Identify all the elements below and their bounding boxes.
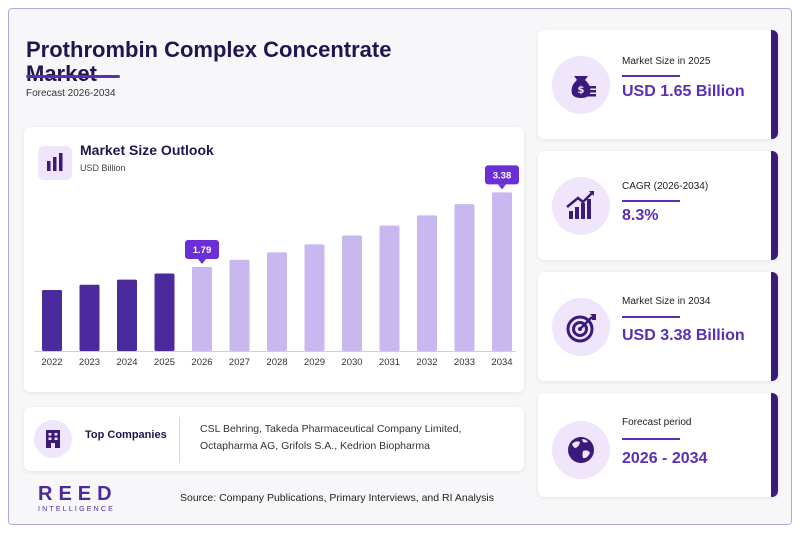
chart-card: Market Size Outlook USD Billion 2022 2023… — [24, 127, 524, 392]
x-tick-2022: 2022 — [41, 357, 62, 368]
page-subtitle: Forecast 2026-2034 — [26, 88, 116, 99]
bar-2029 — [304, 244, 325, 351]
chart-unit: USD Billion — [80, 163, 126, 173]
brand-logo: REED INTELLIGENCE — [38, 484, 118, 513]
chart-title: Market Size Outlook — [80, 142, 214, 158]
bar-2024 — [117, 279, 137, 351]
x-tick-2033: 2033 — [454, 357, 475, 368]
kpi-label: CAGR (2026-2034) — [622, 181, 709, 192]
bar-2026 — [192, 266, 212, 351]
bar-2034 — [492, 192, 512, 351]
bar-2028 — [267, 252, 287, 351]
callout-box — [485, 165, 519, 185]
kpi-card-cagr: CAGR (2026-2034) 8.3% — [538, 151, 778, 260]
callout-2034: 3.38 — [485, 165, 519, 190]
building-icon — [34, 420, 72, 458]
data-label-2034: 3.38 — [493, 170, 512, 181]
x-tick-2029: 2029 — [304, 357, 325, 368]
page-title: Prothrombin Complex Concentrate Market — [26, 38, 466, 86]
kpi-value: USD 3.38 Billion — [622, 327, 745, 344]
x-tick-2030: 2030 — [341, 357, 362, 368]
x-tick-2032: 2032 — [416, 357, 437, 368]
companies-card: Top Companies CSL Behring, Takeda Pharma… — [24, 407, 524, 471]
x-tick-2025: 2025 — [154, 357, 175, 368]
kpi-rule — [622, 316, 680, 318]
kpi-accent-bar — [771, 151, 778, 260]
kpi-card-forecast-period: Forecast period 2026 - 2034 — [538, 393, 778, 497]
x-tick-2028: 2028 — [266, 357, 287, 368]
logo-word: REED — [38, 483, 118, 505]
bar-2025 — [154, 273, 175, 351]
x-tick-2031: 2031 — [379, 357, 400, 368]
bar-chart-icon — [38, 146, 72, 180]
x-tick-2024: 2024 — [116, 357, 137, 368]
kpi-label: Market Size in 2034 — [622, 296, 711, 307]
kpi-accent-bar — [771, 30, 778, 139]
callout-box — [185, 239, 219, 259]
bar-2030 — [342, 235, 362, 351]
svg-text:$: $ — [578, 85, 585, 96]
x-tick-2027: 2027 — [229, 357, 250, 368]
source-note: Source: Company Publications, Primary In… — [180, 492, 494, 504]
bar-2027 — [229, 259, 250, 351]
x-tick-2034: 2034 — [491, 357, 512, 368]
bar-2023 — [79, 284, 100, 351]
callout-pointer — [198, 258, 206, 264]
kpi-value: 8.3% — [622, 207, 659, 224]
divider — [179, 417, 180, 463]
kpi-card-market-2034: Market Size in 2034 USD 3.38 Billion — [538, 272, 778, 381]
kpi-accent-bar — [771, 393, 778, 497]
top-companies-label: Top Companies — [85, 429, 167, 441]
kpi-accent-bar — [771, 272, 778, 381]
bar-chart: 2022 2023 2024 2025 2026 2027 2028 2029 2030 2031… — [34, 165, 519, 368]
kpi-rule — [622, 200, 680, 202]
kpi-label: Market Size in 2025 — [622, 56, 711, 67]
kpi-value: USD 1.65 Billion — [622, 83, 745, 100]
kpi-value: 2026 - 2034 — [622, 450, 708, 467]
globe-icon — [552, 421, 610, 479]
x-tick-2023: 2023 — [79, 357, 100, 368]
growth-chart-icon — [552, 177, 610, 235]
kpi-card-market-2025: $ Market Size in 2025 USD 1.65 Billion — [538, 30, 778, 139]
callout-pointer — [498, 184, 506, 190]
title-underline — [26, 75, 120, 78]
money-bag-icon: $ — [552, 56, 610, 114]
title-line-2: Market — [26, 61, 97, 86]
bar-2033 — [454, 204, 475, 351]
data-label-2026: 1.79 — [193, 245, 212, 256]
bar-2031 — [379, 225, 400, 351]
bar-2022 — [42, 289, 62, 351]
kpi-rule — [622, 75, 680, 77]
title-line-1: Prothrombin Complex Concentrate — [26, 37, 392, 62]
target-icon — [552, 298, 610, 356]
kpi-rule — [622, 438, 680, 440]
bar-2032 — [417, 215, 437, 351]
top-companies-list: CSL Behring, Takeda Pharmaceutical Compa… — [200, 423, 462, 452]
x-tick-2026: 2026 — [191, 357, 212, 368]
logo-subtitle: INTELLIGENCE — [38, 506, 115, 513]
callout-2026: 1.79 — [185, 239, 219, 264]
kpi-label: Forecast period — [622, 417, 692, 428]
